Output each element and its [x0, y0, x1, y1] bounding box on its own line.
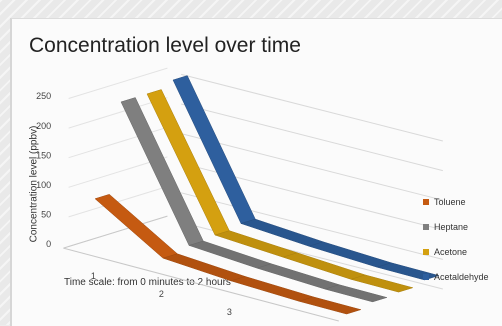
legend-label-acetaldehyde: Acetaldehyde — [434, 272, 489, 282]
gridline — [181, 74, 443, 141]
x-tick-label: 2 — [159, 289, 164, 299]
y-tick-label: 150 — [36, 150, 51, 160]
legend-item-toluene: Toluene — [423, 196, 489, 208]
y-tick-label: 200 — [36, 121, 51, 131]
series-ribbon-toluene — [299, 297, 361, 314]
legend-label-heptane: Heptane — [434, 222, 468, 232]
x-tick-label: 1 — [91, 271, 96, 281]
legend-swatch-acetone — [423, 249, 429, 255]
y-tick-label: 100 — [36, 180, 51, 190]
y-tick-label: 250 — [36, 91, 51, 101]
legend-item-heptane: Heptane — [423, 221, 489, 233]
legend-item-acetaldehyde: Acetaldehyde — [423, 271, 489, 283]
legend-swatch-heptane — [423, 224, 429, 230]
series-ribbon-heptane — [325, 285, 387, 302]
y-tick-label: 50 — [41, 210, 51, 220]
legend-label-acetone: Acetone — [434, 247, 467, 257]
x-tick-label: 3 — [227, 307, 232, 317]
chart-legend: Toluene Heptane Acetone Acetaldehyde — [423, 196, 489, 296]
legend-item-acetone: Acetone — [423, 246, 489, 258]
series-ribbon-acetone — [351, 275, 413, 292]
legend-swatch-toluene — [423, 199, 429, 205]
legend-label-toluene: Toluene — [434, 197, 466, 207]
series-ribbon-toluene — [95, 194, 177, 258]
legend-swatch-acetaldehyde — [423, 274, 429, 280]
y-tick-label: 0 — [46, 239, 51, 249]
